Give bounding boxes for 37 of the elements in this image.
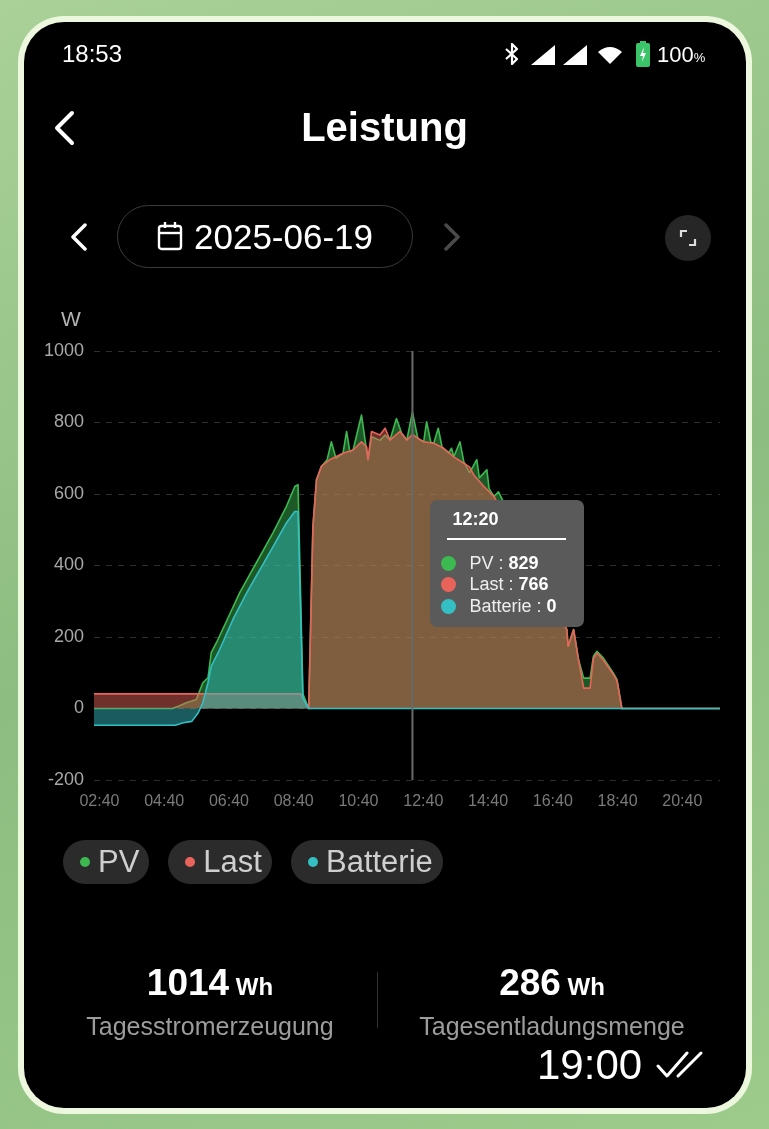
annotation: Last : 766 <box>469 574 549 595</box>
legend-chip: Last <box>168 840 272 884</box>
text: Tagesentladungsmenge <box>418 1011 686 1042</box>
text: 1014 Wh <box>146 962 274 1003</box>
x-tick-label: 10:40 <box>338 792 379 810</box>
y-tick-label: 400 <box>53 554 84 575</box>
text: 19:00 <box>537 1041 643 1089</box>
x-tick-label: 12:40 <box>403 792 444 810</box>
chart-subtitle: 2025-06-19 <box>194 216 374 258</box>
legend-label: Last <box>203 843 262 881</box>
legend-chip: PV <box>63 840 150 884</box>
legend-chip: Batterie <box>290 840 443 884</box>
ref-line-label: 12:20 <box>452 508 500 532</box>
y-tick-label: 1000 <box>43 339 84 360</box>
x-tick-label: 08:40 <box>273 792 314 810</box>
x-tick-label: 04:40 <box>144 792 185 810</box>
annotation: Batterie : 0 <box>469 595 557 616</box>
y-tick-label: 800 <box>53 411 84 432</box>
text: 18:53 <box>62 40 123 68</box>
x-tick-label: 18:40 <box>597 792 638 810</box>
x-tick-label: 06:40 <box>208 792 250 810</box>
legend-label: PV <box>98 843 140 881</box>
annotation: PV : 829 <box>469 552 539 573</box>
x-tick-label: 20:40 <box>662 792 703 810</box>
y-axis-title: W <box>61 306 82 330</box>
legend-label: Batterie <box>325 843 433 881</box>
text: Tagesstromerzeugung <box>85 1011 335 1042</box>
x-tick-label: 02:40 <box>79 792 120 810</box>
y-tick-label: -200 <box>47 768 84 789</box>
y-tick-label: 200 <box>53 625 84 646</box>
y-tick-label: 0 <box>73 697 84 718</box>
x-tick-label: 14:40 <box>468 792 509 810</box>
text: 100% <box>657 42 706 67</box>
chart-title: Leistung <box>300 104 469 151</box>
text: 286 Wh <box>499 962 605 1003</box>
y-tick-label: 600 <box>53 482 84 503</box>
x-tick-label: 16:40 <box>532 792 573 810</box>
